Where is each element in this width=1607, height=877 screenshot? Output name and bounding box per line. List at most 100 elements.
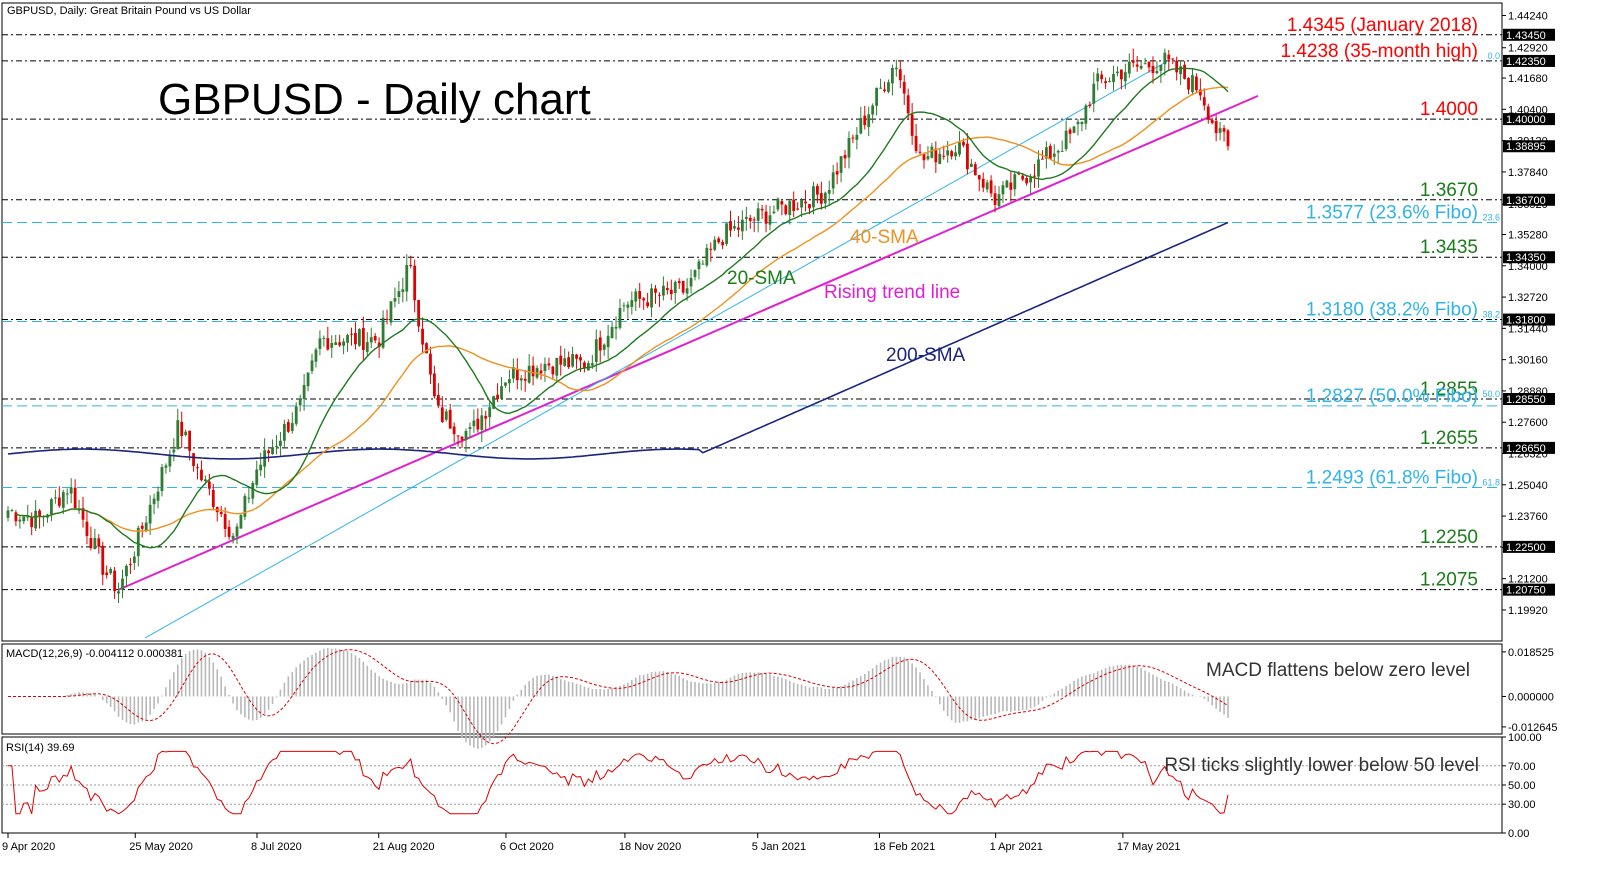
candle-body xyxy=(567,357,571,368)
candle-body xyxy=(981,178,985,188)
price-tag-box xyxy=(1503,540,1555,553)
rising-trend-line xyxy=(118,94,1259,591)
candle-body xyxy=(590,363,594,366)
candle-body xyxy=(172,449,176,453)
candle-body xyxy=(519,378,523,381)
level-label: 1.2250 xyxy=(1420,527,1478,548)
candle-body xyxy=(863,115,867,126)
candle-body xyxy=(1214,121,1218,134)
candle-body xyxy=(334,342,338,345)
candle-body xyxy=(440,407,444,423)
candle-body xyxy=(772,211,776,214)
rsi-y-tick-label: 30.00 xyxy=(1508,799,1536,811)
candle-body xyxy=(164,465,168,468)
candle-body xyxy=(717,238,721,243)
candle-body xyxy=(436,394,440,406)
candle-body xyxy=(279,440,282,447)
candle-body xyxy=(365,342,369,352)
candle-body xyxy=(1143,63,1147,65)
candle-body xyxy=(989,180,993,194)
trend-lines xyxy=(118,60,1259,639)
level-label: 1.3180 (38.2% Fibo) xyxy=(1306,300,1478,321)
candle-body xyxy=(551,366,555,375)
candle-body xyxy=(259,464,263,471)
candle-body xyxy=(1052,153,1056,157)
candle-body xyxy=(555,357,559,376)
rsi-header: RSI(14) 39.69 xyxy=(6,742,74,754)
candle-body xyxy=(235,526,239,537)
candle-body xyxy=(1108,80,1111,82)
candle-body xyxy=(737,227,740,230)
candle-body xyxy=(1013,174,1017,190)
candle-body xyxy=(239,515,243,529)
candle-body xyxy=(1127,61,1131,74)
level-label: 1.3670 xyxy=(1420,180,1478,201)
candle-body xyxy=(1198,89,1202,96)
y-tick-label: 1.37840 xyxy=(1508,167,1548,179)
chart-header: GBPUSD, Daily: Great Britain Pound vs US… xyxy=(7,5,251,17)
candle-body xyxy=(1029,177,1032,183)
price-tag-text: 1.36700 xyxy=(1506,195,1546,207)
y-tick-label: 1.19920 xyxy=(1508,605,1548,617)
y-tick-label: 1.23760 xyxy=(1508,511,1548,523)
candle-body xyxy=(1187,77,1190,90)
candle-body xyxy=(14,512,18,522)
candle-body xyxy=(132,556,136,564)
candle-body xyxy=(788,201,792,216)
candle-body xyxy=(267,450,270,454)
candle-body xyxy=(847,138,851,158)
candle-body xyxy=(823,192,827,204)
candle-body xyxy=(22,516,26,522)
x-tick-label: 18 Feb 2021 xyxy=(873,841,935,853)
candle-body xyxy=(26,516,30,518)
price-tag-text: 1.31800 xyxy=(1506,315,1546,327)
rsi-y-tick-label: 50.00 xyxy=(1508,780,1536,792)
candle-body xyxy=(223,513,227,529)
macd-panel-frame xyxy=(1,643,1503,735)
price-tag-text: 1.42350 xyxy=(1506,56,1546,68)
candle-body xyxy=(1041,158,1044,160)
y-tick-label: 1.27600 xyxy=(1508,417,1548,429)
candle-body xyxy=(808,204,811,209)
candle-body xyxy=(1088,104,1092,106)
macd-y-tick-label: 0.018525 xyxy=(1508,647,1554,659)
candle-body xyxy=(721,241,725,246)
candle-body xyxy=(796,208,800,210)
x-tick-label: 18 Nov 2020 xyxy=(619,841,681,853)
candle-body xyxy=(709,248,713,250)
candle-body xyxy=(1206,106,1210,120)
y-tick-label: 1.42920 xyxy=(1508,43,1548,55)
candle-body xyxy=(10,510,14,512)
candle-body xyxy=(81,508,85,520)
candle-body xyxy=(326,338,330,350)
candle-body xyxy=(780,201,784,205)
level-labels: 1.4345 (January 2018) 1.43450 1.4238 (35-m… xyxy=(1280,15,1555,597)
moving-averages xyxy=(7,67,1229,549)
price-tag-box xyxy=(1503,54,1555,67)
rsi-y-tick-label: 70.00 xyxy=(1508,761,1536,773)
candle-body xyxy=(1210,120,1214,124)
level-label: 1.3577 (23.6% Fibo) xyxy=(1306,203,1478,224)
candle-body xyxy=(977,175,981,180)
candle-body xyxy=(97,538,101,547)
candle-body xyxy=(658,294,661,296)
candle-body xyxy=(792,199,796,211)
candle-body xyxy=(1005,180,1009,188)
candle-body xyxy=(231,535,235,539)
candle-body xyxy=(282,423,286,441)
candle-body xyxy=(196,467,199,469)
candle-body xyxy=(515,369,519,381)
candle-body xyxy=(898,69,902,81)
sma20-annotation: 20-SMA xyxy=(727,268,796,289)
macd-y-tick-label: -0.012645 xyxy=(1508,722,1558,734)
candle-body xyxy=(942,155,946,157)
sma200-annotation: 200-SMA xyxy=(886,345,966,366)
candle-body xyxy=(1183,64,1186,79)
candle-body xyxy=(523,378,527,381)
candle-body xyxy=(579,357,582,361)
candle-body xyxy=(1064,130,1068,150)
candle-body xyxy=(997,194,1001,207)
candle-body xyxy=(318,338,322,349)
candle-body xyxy=(152,498,156,505)
